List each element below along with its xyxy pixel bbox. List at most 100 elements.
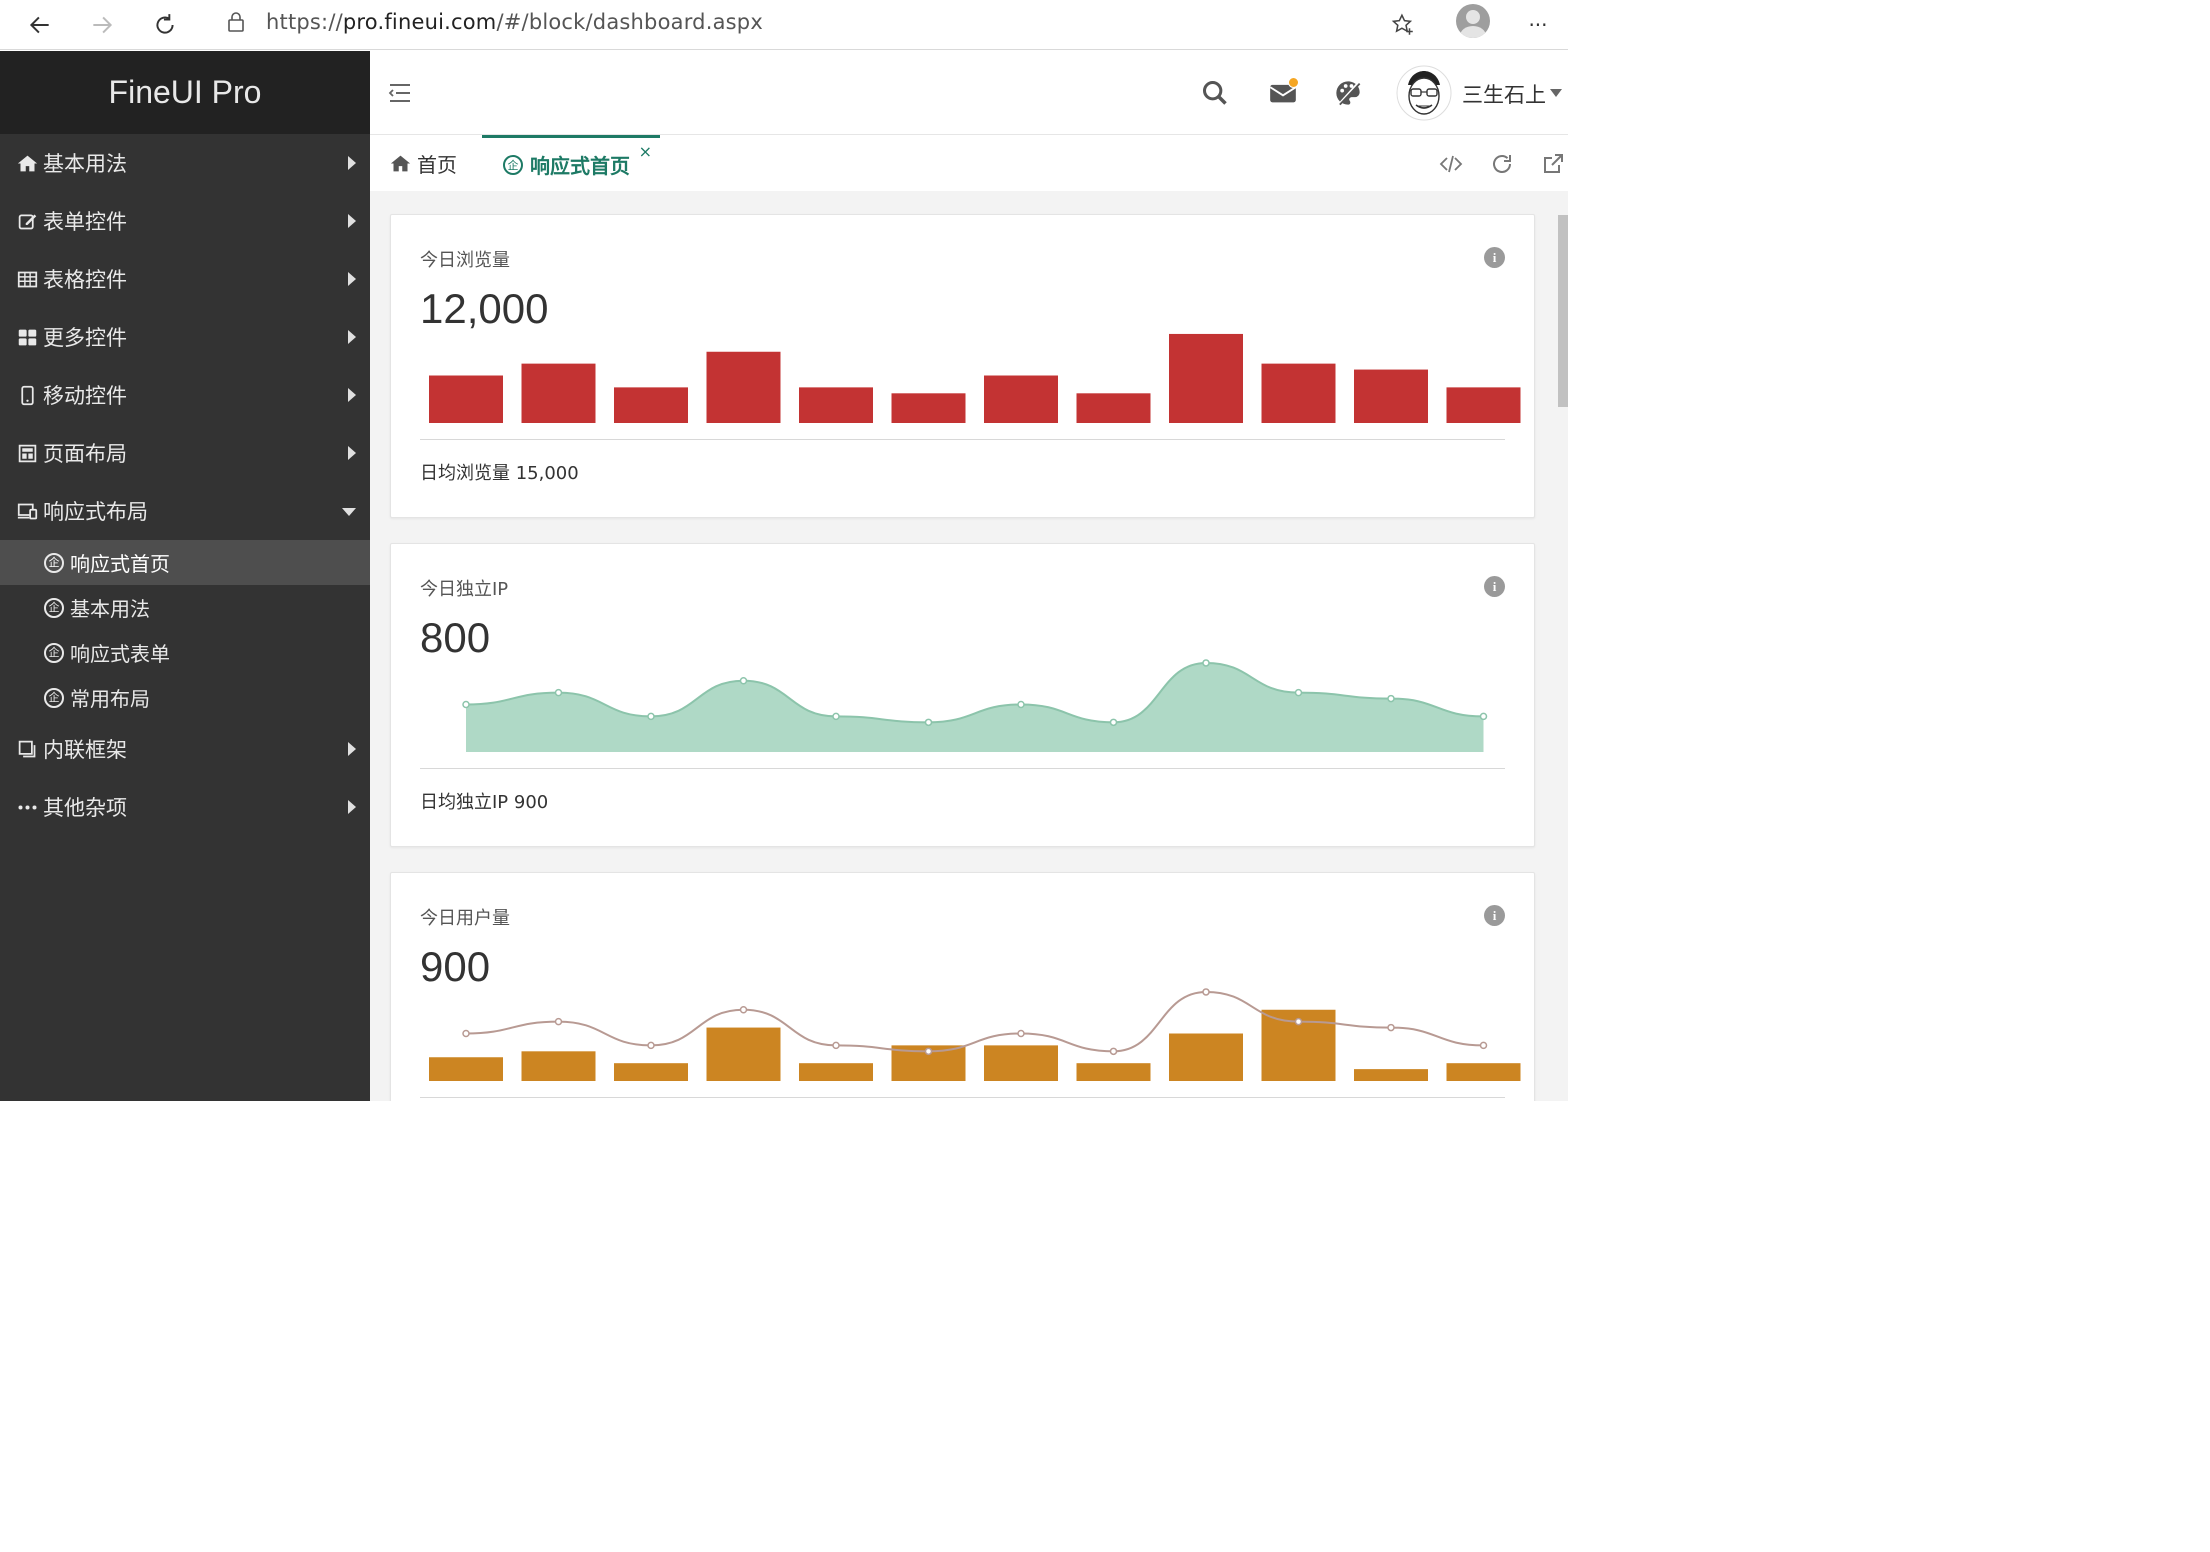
- user-name[interactable]: 三生石上: [1462, 83, 1546, 107]
- view-source-button[interactable]: [1438, 151, 1464, 177]
- caret-down-icon[interactable]: [1550, 89, 1562, 97]
- mail-button[interactable]: [1267, 77, 1299, 109]
- data-point: [1109, 718, 1118, 727]
- bar-mark: [1261, 363, 1336, 423]
- sidebar-item-label: 表单控件: [43, 210, 127, 234]
- scrollbar-thumb[interactable]: [1558, 215, 1568, 407]
- card-title: 今日用户量: [420, 908, 510, 929]
- close-icon[interactable]: ×: [638, 142, 652, 161]
- sidebar-subitem-basic[interactable]: 企 基本用法: [0, 585, 370, 630]
- card-title: 今日独立IP: [420, 579, 509, 600]
- tab-label: 响应式首页: [530, 154, 630, 178]
- lock-icon: [228, 12, 244, 32]
- sidebar-item-label: 表格控件: [43, 268, 127, 292]
- sidebar-subitem-responsive-form[interactable]: 企 响应式表单: [0, 630, 370, 675]
- data-point: [462, 1029, 470, 1038]
- more-icon: ···: [1528, 13, 1548, 37]
- open-new-window-button[interactable]: [1540, 151, 1566, 177]
- card-users: 今日用户量 900 i: [390, 872, 1535, 1101]
- page-views-bar-chart: [429, 333, 1521, 423]
- sidebar-item-iframe[interactable]: 内联框架: [0, 720, 370, 778]
- sidebar-item-basic[interactable]: 基本用法: [0, 134, 370, 192]
- sidebar-item-form[interactable]: 表单控件: [0, 192, 370, 250]
- card-page-views: 今日浏览量 12,000 i 日均浏览量 15,000: [390, 214, 1535, 518]
- responsive-icon: [16, 500, 38, 522]
- palette-icon: [1336, 80, 1361, 106]
- card-unique-ip: 今日独立IP 800 i 日均独立IP 900: [390, 543, 1535, 847]
- data-point: [1479, 712, 1488, 721]
- sidebar-subitem-label: 基本用法: [70, 597, 150, 621]
- data-point: [1017, 700, 1025, 709]
- card-divider: [420, 439, 1505, 440]
- tab-label: 首页: [417, 152, 457, 177]
- data-point: [739, 1006, 748, 1014]
- notification-dot: [1288, 77, 1299, 88]
- data-point: [1202, 659, 1210, 667]
- sidebar-subitem-common-layout[interactable]: 企 常用布局: [0, 675, 370, 720]
- chevron-right-icon: [348, 388, 356, 402]
- sidebar-subitem-label: 响应式表单: [70, 642, 170, 666]
- code-icon: [1439, 155, 1463, 173]
- bar-mark: [1354, 369, 1428, 423]
- tab-responsive-home[interactable]: 企 响应式首页 ×: [482, 135, 660, 191]
- data-point: [1017, 1029, 1025, 1038]
- sidebar-item-table[interactable]: 表格控件: [0, 250, 370, 308]
- sidebar-item-responsive[interactable]: 响应式布局: [0, 482, 370, 540]
- refresh-tab-button[interactable]: [1489, 151, 1515, 177]
- table-icon: [16, 268, 38, 290]
- sidebar-item-layout[interactable]: 页面布局: [0, 424, 370, 482]
- search-button[interactable]: [1199, 77, 1231, 109]
- bar-mark: [521, 363, 596, 423]
- content-scrollbar[interactable]: [1556, 191, 1568, 1101]
- user-avatar[interactable]: [1396, 65, 1452, 121]
- sidebar-item-label: 页面布局: [43, 442, 127, 466]
- card-divider: [420, 1097, 1505, 1098]
- data-point: [1294, 1017, 1303, 1026]
- theme-button[interactable]: [1332, 77, 1364, 109]
- dashboard-content: 今日浏览量 12,000 i 日均浏览量 15,000 今日独立IP 800 i…: [370, 191, 1556, 1101]
- chevron-right-icon: [348, 800, 356, 814]
- bar-mark: [1076, 393, 1151, 423]
- sidebar-item-mobile[interactable]: 移动控件: [0, 366, 370, 424]
- browser-profile-icon[interactable]: [1456, 4, 1490, 38]
- brand-title: FineUI Pro: [0, 51, 370, 134]
- card-value: 12,000: [420, 285, 549, 332]
- bar-mark: [1446, 387, 1521, 423]
- sidebar: FineUI Pro 基本用法 表单控件 表格控件 更多控件 移动控件: [0, 51, 370, 1101]
- area-fill: [466, 662, 1484, 752]
- home-icon: [16, 152, 38, 174]
- browser-menu-button[interactable]: ···: [1518, 6, 1558, 44]
- back-button[interactable]: [20, 6, 60, 44]
- forward-button[interactable]: [82, 6, 122, 44]
- bar-mark: [799, 1063, 873, 1081]
- users-combo-chart: [429, 988, 1521, 1081]
- card-footer: 日均浏览量 15,000: [420, 463, 579, 484]
- bar-mark: [1354, 1069, 1428, 1081]
- sidebar-item-misc[interactable]: 其他杂项: [0, 778, 370, 836]
- address-bar[interactable]: https://pro.fineui.com/#/block/dashboard…: [210, 0, 763, 44]
- bar-mark: [706, 1027, 781, 1081]
- bar-mark: [891, 393, 966, 423]
- info-icon[interactable]: i: [1484, 905, 1505, 926]
- favorites-button[interactable]: [1383, 6, 1423, 44]
- bar-mark: [1169, 1033, 1243, 1081]
- enterprise-icon: 企: [44, 687, 64, 708]
- bar-mark: [614, 387, 688, 423]
- mail-icon: [1269, 84, 1297, 103]
- reload-icon: [156, 14, 174, 34]
- bar-mark: [614, 1063, 688, 1081]
- chevron-right-icon: [348, 156, 356, 170]
- data-point: [1202, 988, 1210, 996]
- sidebar-subitem-responsive-home[interactable]: 企 响应式首页: [0, 540, 370, 585]
- sidebar-item-label: 基本用法: [43, 152, 127, 176]
- star-add-icon: [1391, 13, 1413, 35]
- tab-home[interactable]: 首页: [390, 135, 457, 191]
- sidebar-item-more-controls[interactable]: 更多控件: [0, 308, 370, 366]
- data-point: [1387, 1023, 1395, 1032]
- sidebar-item-label: 其他杂项: [43, 796, 127, 820]
- collapse-menu-icon[interactable]: [388, 82, 412, 104]
- reload-button[interactable]: [145, 6, 185, 44]
- info-icon[interactable]: i: [1484, 576, 1505, 597]
- data-point: [647, 712, 655, 721]
- info-icon[interactable]: i: [1484, 247, 1505, 268]
